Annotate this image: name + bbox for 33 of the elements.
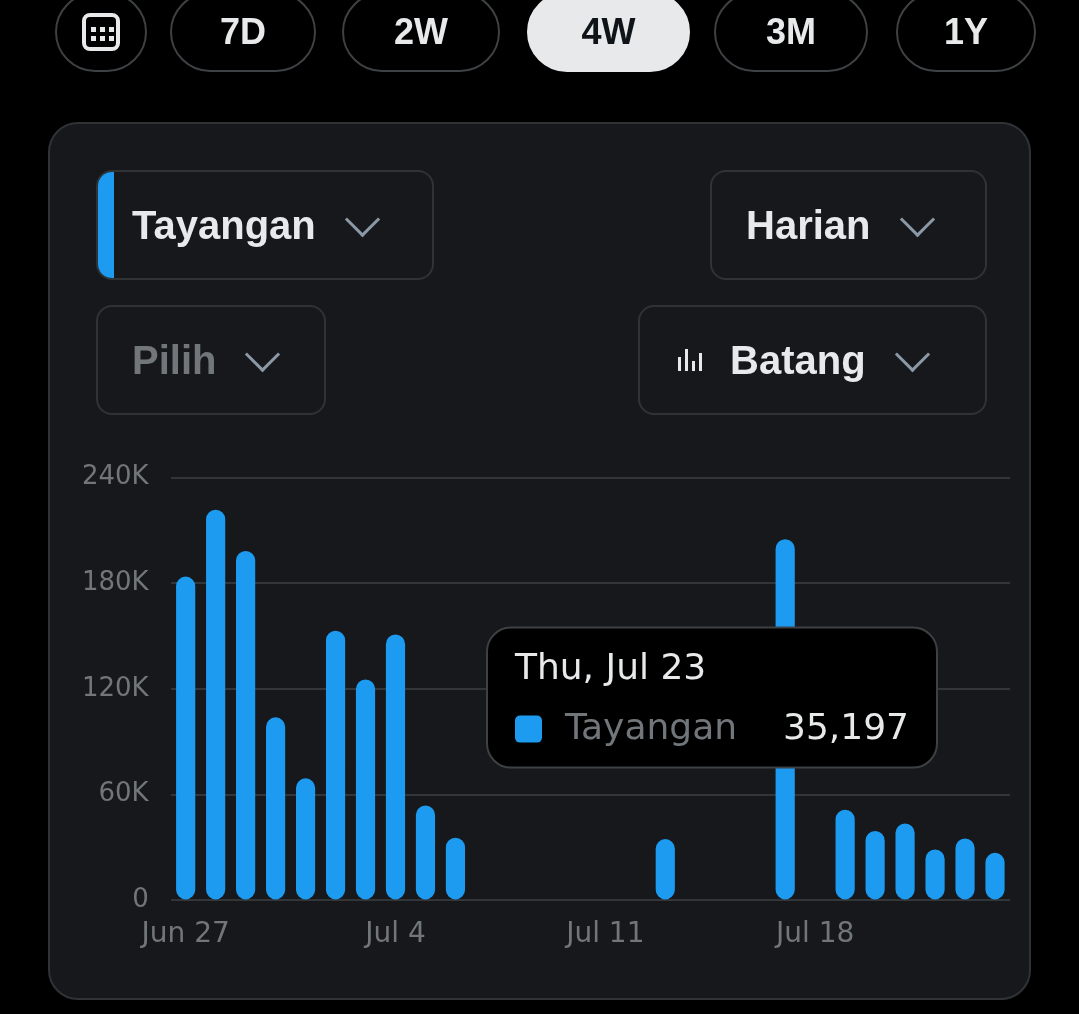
bar	[206, 509, 226, 900]
bar	[835, 809, 855, 900]
bar	[176, 576, 196, 900]
text: Tayangan	[132, 202, 316, 247]
x-tick-label: Jul 18	[774, 916, 855, 950]
y-tick-label: 60K	[98, 777, 150, 808]
bar	[895, 823, 915, 900]
y-tick-label: 180K	[81, 566, 150, 597]
y-tick-label: 240K	[81, 460, 150, 491]
x-tick-label: Jul 4	[363, 916, 426, 950]
text: 4W	[527, 0, 690, 72]
text: Pilih	[132, 337, 217, 383]
annotation: Thu, Jul 23	[514, 645, 707, 687]
text: 1Y	[896, 0, 1036, 72]
x-tick-label: Jun 27	[139, 916, 230, 950]
bar	[325, 630, 346, 900]
text: 2W	[342, 0, 500, 72]
y-tick-label: 0	[132, 883, 149, 914]
annotation: 35,197	[783, 705, 909, 747]
text: 3M	[714, 0, 868, 72]
legend-label: Tayangan	[564, 705, 738, 747]
bar	[355, 679, 376, 900]
bar	[865, 830, 885, 900]
bar	[266, 717, 286, 900]
x-tick-label: Jul 11	[564, 916, 645, 950]
text: Batang	[730, 337, 866, 383]
y-tick-label: 120K	[81, 671, 150, 702]
text: Harian	[746, 202, 871, 248]
text: 7D	[170, 0, 316, 72]
bar	[295, 778, 316, 900]
bar	[236, 551, 256, 900]
bar	[415, 805, 436, 900]
bar	[385, 634, 406, 900]
